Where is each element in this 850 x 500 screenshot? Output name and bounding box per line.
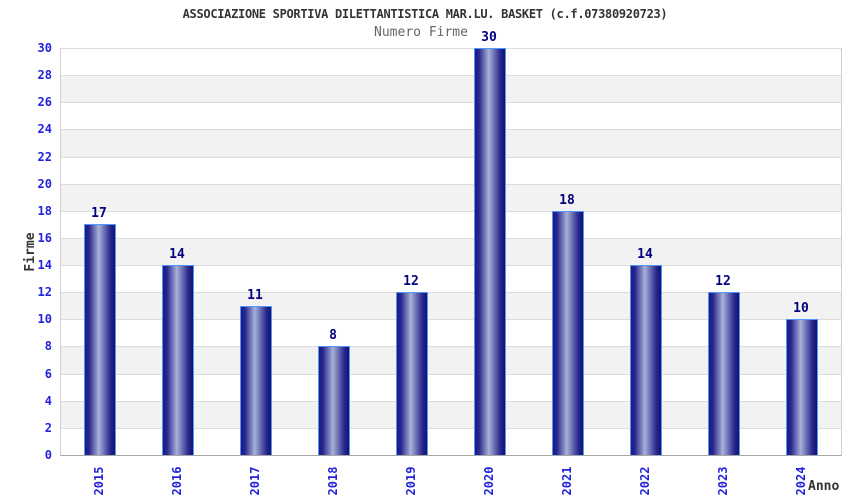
bar-value-label: 17	[91, 206, 107, 221]
x-tick-label: 2020	[482, 466, 496, 496]
bar	[474, 48, 506, 455]
bar	[162, 265, 194, 455]
chart-subtitle: Numero Firme	[374, 25, 468, 40]
y-tick-label: 14	[37, 258, 52, 272]
plot-band	[61, 237, 841, 266]
gridline	[61, 48, 841, 49]
bar-value-label: 12	[403, 274, 419, 289]
gridline	[61, 129, 841, 130]
bar-value-label: 10	[793, 301, 809, 316]
gridline	[61, 319, 841, 320]
bar	[630, 265, 662, 455]
x-tick-label: 2022	[638, 466, 652, 496]
x-tick-label: 2018	[326, 466, 340, 496]
gridline	[61, 75, 841, 76]
gridline	[61, 428, 841, 429]
plot-band	[61, 75, 841, 103]
x-tick-label: 2015	[92, 466, 106, 496]
gridline	[61, 346, 841, 347]
y-tick-label: 22	[37, 150, 52, 164]
gridline	[61, 374, 841, 375]
bar-value-label: 12	[715, 274, 731, 289]
x-axis-title: Anno	[808, 479, 840, 494]
plot-band	[61, 129, 841, 157]
x-tick-label: 2017	[248, 466, 262, 496]
gridline	[61, 401, 841, 402]
x-tick-label: 2021	[560, 466, 574, 496]
y-tick-label: 0	[44, 448, 52, 462]
x-tick-label: 2024	[794, 466, 808, 496]
chart-title: ASSOCIAZIONE SPORTIVA DILETTANTISTICA MA…	[182, 7, 668, 21]
gridline	[61, 292, 841, 293]
y-tick-label: 16	[37, 231, 52, 245]
y-tick-label: 6	[44, 367, 52, 381]
bar-value-label: 11	[247, 288, 263, 303]
y-tick-label: 2	[44, 421, 52, 435]
bar	[318, 346, 350, 455]
y-tick-label: 30	[37, 41, 52, 55]
bar-value-label: 18	[559, 193, 575, 208]
bar	[708, 292, 740, 455]
y-tick-label: 24	[37, 122, 52, 136]
plot-band	[61, 183, 841, 211]
bar-value-label: 8	[329, 328, 337, 343]
gridline	[61, 184, 841, 185]
bar-value-label: 30	[481, 30, 497, 45]
bar	[396, 292, 428, 455]
y-tick-label: 8	[44, 339, 52, 353]
plot-area	[60, 48, 842, 456]
bar-value-label: 14	[169, 247, 185, 262]
y-tick-label: 20	[37, 177, 52, 191]
y-tick-label: 26	[37, 95, 52, 109]
x-tick-label: 2019	[404, 466, 418, 496]
y-tick-label: 4	[44, 394, 52, 408]
bar	[84, 224, 116, 455]
y-tick-label: 12	[37, 285, 52, 299]
gridline	[61, 265, 841, 266]
x-tick-label: 2023	[716, 466, 730, 496]
y-tick-label: 28	[37, 68, 52, 82]
bar	[240, 306, 272, 455]
gridline	[61, 157, 841, 158]
y-tick-label: 10	[37, 312, 52, 326]
gridline	[61, 238, 841, 239]
y-tick-label: 18	[37, 204, 52, 218]
bar-value-label: 14	[637, 247, 653, 262]
bar	[552, 211, 584, 455]
gridline	[61, 211, 841, 212]
bar	[786, 319, 818, 455]
x-tick-label: 2016	[170, 466, 184, 496]
gridline	[61, 102, 841, 103]
